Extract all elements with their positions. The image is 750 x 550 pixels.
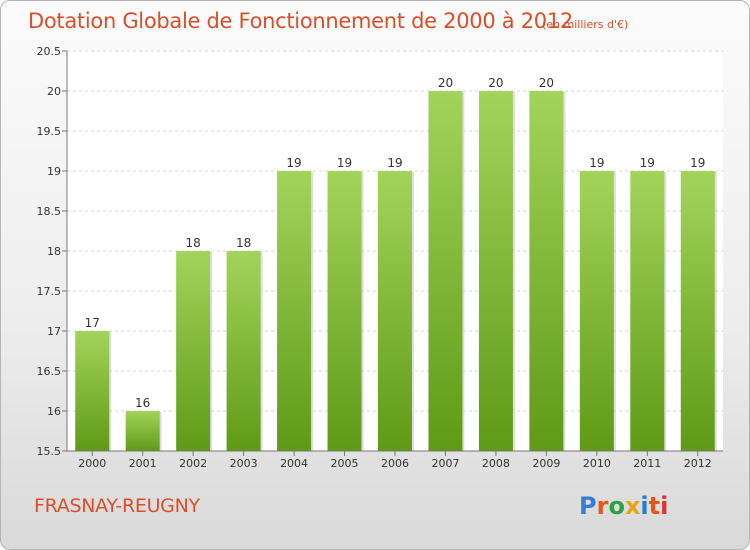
x-tick-label: 2007 xyxy=(431,457,459,470)
data-label: 19 xyxy=(387,156,402,170)
data-label: 19 xyxy=(286,156,301,170)
x-tick-label: 2012 xyxy=(684,457,712,470)
y-tick-label: 16.5 xyxy=(37,365,62,378)
y-tick-label: 20 xyxy=(47,85,61,98)
bar xyxy=(125,411,160,451)
bar xyxy=(428,91,463,451)
x-tick-label: 2002 xyxy=(179,457,207,470)
data-label: 20 xyxy=(438,76,453,90)
data-label: 18 xyxy=(186,236,201,250)
logo-letter: i xyxy=(660,492,669,520)
bar xyxy=(378,171,412,451)
data-label: 18 xyxy=(236,236,251,250)
y-tick-label: 16 xyxy=(47,405,61,418)
logo-letter: r xyxy=(596,492,609,520)
logo-letter: P xyxy=(579,492,597,520)
axes: 15.5 16 16.5 17 17.5 18 18.5 19 19.5 20 20.5 2000 20… xyxy=(37,45,723,470)
x-tick-label: 2001 xyxy=(129,457,157,470)
x-tick-label: 2004 xyxy=(280,457,308,470)
commune-name: FRASNAY-REUGNY xyxy=(34,495,200,517)
data-label: 17 xyxy=(85,316,100,330)
proxiti-logo: Proxiti xyxy=(579,492,668,520)
bar xyxy=(327,171,362,451)
data-label: 19 xyxy=(640,156,655,170)
logo-letter: i xyxy=(640,492,649,520)
chart-title: Dotation Globale de Fonctionnement de 20… xyxy=(28,9,573,33)
data-label: 19 xyxy=(690,156,705,170)
chart-unit: (en milliers d'€) xyxy=(542,18,629,31)
y-tick-label: 20.5 xyxy=(37,45,62,58)
bar xyxy=(579,171,614,451)
x-tick-label: 2009 xyxy=(532,457,560,470)
x-tick-label: 2008 xyxy=(482,457,510,470)
bar xyxy=(176,251,211,451)
bar xyxy=(478,91,513,451)
data-label: 19 xyxy=(589,156,604,170)
y-tick-label: 19.5 xyxy=(37,125,62,138)
y-tick-label: 18 xyxy=(47,245,61,258)
data-label: 16 xyxy=(135,396,150,410)
bar xyxy=(75,331,110,451)
x-tick-label: 2003 xyxy=(230,457,258,470)
bar xyxy=(226,251,261,451)
bar xyxy=(630,171,665,451)
x-tick-label: 2005 xyxy=(331,457,359,470)
logo-letter: t xyxy=(648,492,661,520)
y-tick-label: 17 xyxy=(47,325,61,338)
logo-letter: o xyxy=(608,492,625,520)
data-label: 20 xyxy=(488,76,503,90)
data-label: 19 xyxy=(337,156,352,170)
y-tick-label: 18.5 xyxy=(37,205,62,218)
y-tick-label: 19 xyxy=(47,165,61,178)
value-labels: 17 16 18 18 19 19 19 20 20 20 19 19 19 xyxy=(85,76,706,410)
y-tick-label: 17.5 xyxy=(37,285,62,298)
y-tick-label: 15.5 xyxy=(37,445,62,458)
x-tick-label: 2000 xyxy=(78,457,106,470)
bars xyxy=(75,91,717,451)
x-tick-label: 2010 xyxy=(583,457,611,470)
bar xyxy=(277,171,312,451)
bar xyxy=(529,91,564,451)
bar xyxy=(680,171,715,451)
logo-letter: x xyxy=(624,492,641,520)
x-tick-label: 2011 xyxy=(633,457,661,470)
x-tick-label: 2006 xyxy=(381,457,409,470)
data-label: 20 xyxy=(539,76,554,90)
